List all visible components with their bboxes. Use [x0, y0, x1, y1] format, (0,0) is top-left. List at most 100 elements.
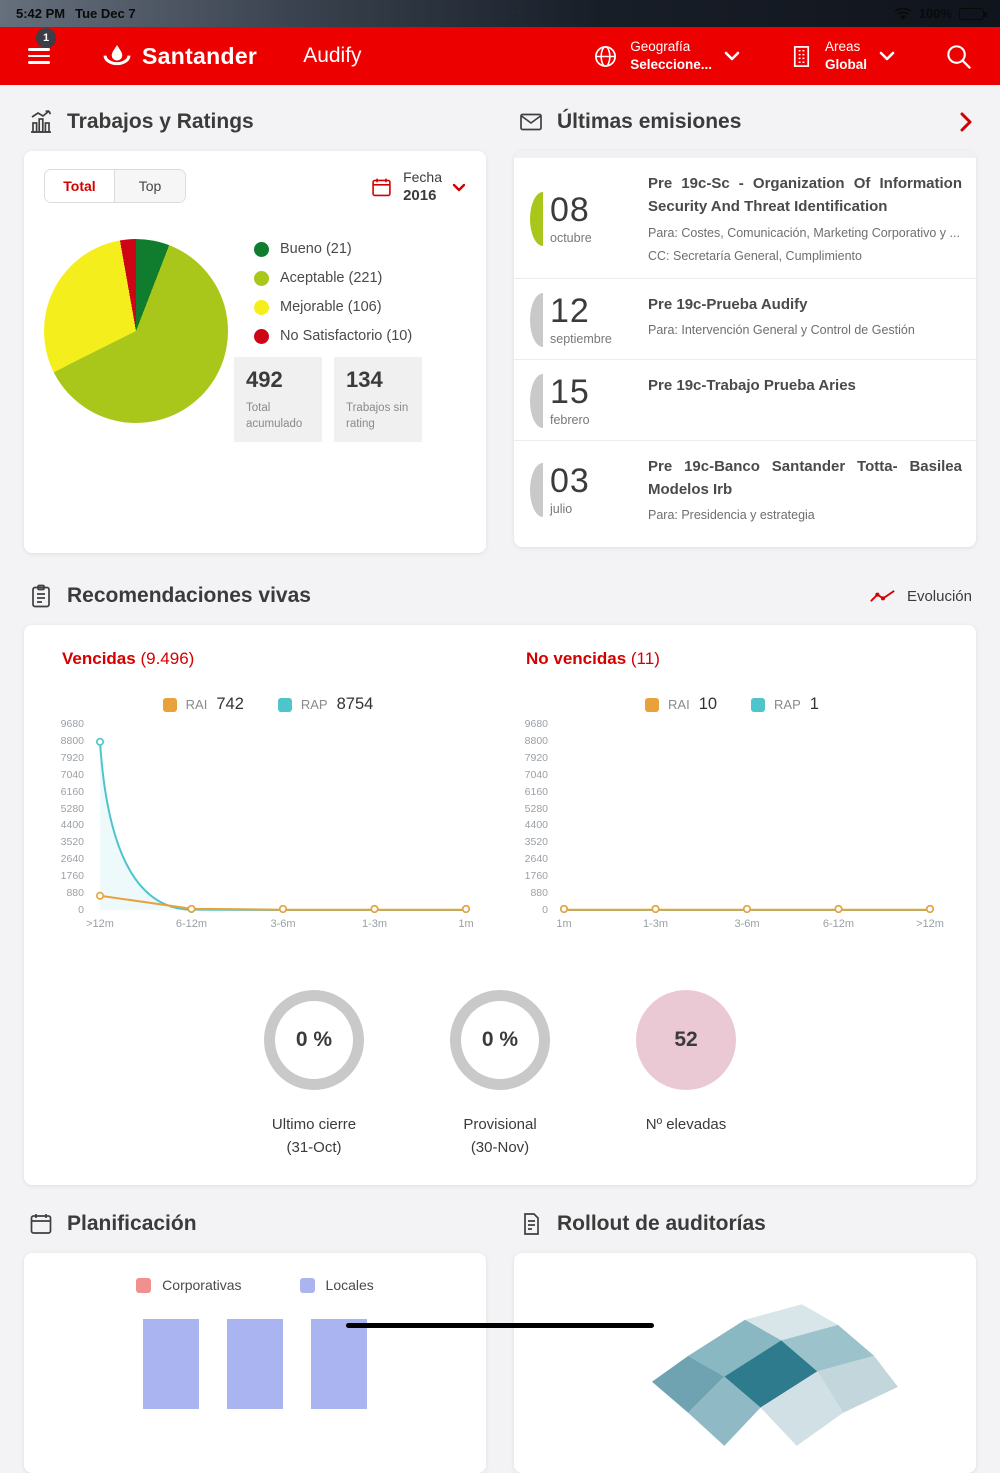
main-content: Trabajos y Ratings Total Top Fecha 201 [0, 85, 1000, 1473]
y-tick-label: 0 [78, 904, 84, 916]
page-title-recomendaciones: Recomendaciones vivas [67, 584, 311, 607]
search-icon[interactable] [945, 43, 972, 70]
kpi-label: Provisional (30-Nov) [463, 1116, 537, 1156]
tab-top[interactable]: Top [115, 170, 185, 202]
home-indicator[interactable] [346, 1323, 654, 1328]
y-tick-label: 4400 [60, 819, 84, 832]
evolucion-label: Evolución [906, 587, 972, 605]
menu-button[interactable]: 1 [28, 28, 56, 68]
emission-month: septiembre [550, 331, 612, 346]
page-title-trabajos: Trabajos y Ratings [67, 110, 254, 133]
vencidas-title: Vencidas (9.496) [62, 649, 195, 668]
stat-label: Total acumulado [246, 402, 303, 431]
emission-para: Para: Costes, Comunicación, Marketing Co… [648, 225, 960, 240]
y-tick-label: 6160 [60, 785, 84, 798]
y-tick-label: 2640 [524, 853, 548, 866]
stat-value: 134 [346, 367, 383, 393]
list-item[interactable]: 03 julio Pre 19c-Banco Santander Totta- B… [514, 441, 976, 537]
y-axis: 9680 8800 7920 7040 6160 5280 4400 3520 2640 1760… [512, 718, 556, 916]
geography-label: Geografía [630, 39, 691, 55]
x-tick-label: 6-12m [822, 918, 855, 930]
total-top-toggle: Total Top [44, 169, 186, 203]
brand-name: Santander [142, 42, 258, 69]
geography-dropdown[interactable]: Geografía Seleccione... [593, 38, 740, 73]
y-tick-label: 1760 [60, 870, 84, 883]
plan-bar [143, 1319, 199, 1409]
battery-percent: 100% [918, 6, 952, 21]
hamburger-icon [28, 48, 50, 64]
x-tick-label: >12m [86, 918, 114, 930]
vencidas-legend: RAI 742 RAP 8754 [48, 695, 488, 714]
y-tick-label: 3520 [524, 836, 548, 849]
corporativas-swatch [136, 1277, 152, 1293]
y-tick-label: 8800 [60, 734, 84, 747]
rap-value: 8754 [336, 695, 374, 713]
areas-dropdown[interactable]: Areas Global [790, 38, 895, 73]
vencidas-line-chart [96, 737, 470, 914]
y-tick-label: 2640 [60, 853, 84, 866]
rap-label: RAP [774, 697, 801, 712]
y-tick-label: 880 [66, 887, 84, 900]
stat-label: Trabajos sin rating [346, 402, 409, 431]
x-tick-label: 1m [458, 918, 474, 930]
plan-bar-chart [44, 1319, 466, 1409]
evolution-chart-icon [869, 588, 897, 605]
ratings-chart-icon [28, 109, 54, 135]
planificacion-card: Corporativas Locales [24, 1253, 486, 1473]
legend-label: Locales [325, 1277, 374, 1293]
y-tick-label: 4400 [524, 819, 548, 832]
legend-label: Aceptable (221) [280, 270, 383, 287]
santander-logo: Santander [100, 43, 257, 70]
x-tick-label: >12m [916, 918, 944, 930]
building-icon [790, 44, 813, 69]
legend-item: Bueno (21) [254, 241, 466, 257]
legend-item: Locales [299, 1277, 374, 1293]
legend-label: Corporativas [162, 1277, 242, 1293]
fecha-value: 2016 [403, 186, 437, 204]
y-tick-label: 6160 [524, 785, 548, 798]
evolucion-link[interactable]: Evolución [869, 588, 972, 605]
x-axis: 1m 1-3m 3-6m 6-12m >12m [556, 910, 944, 934]
rai-value: 10 [698, 695, 718, 713]
kpi-row: 0 % Ultimo cierre (31-Oct) 0 % Provisiona… [48, 990, 952, 1159]
y-tick-label: 5280 [60, 802, 84, 815]
emission-day: 03 [550, 461, 590, 500]
geography-value: Seleccione... [630, 57, 712, 72]
emission-month: julio [550, 501, 573, 516]
legend-dot [254, 241, 269, 257]
emission-month: febrero [550, 412, 590, 427]
y-axis: 9680 8800 7920 7040 6160 5280 4400 3520 2640 1760… [48, 718, 92, 916]
x-axis: >12m 6-12m 3-6m 1-3m 1m [86, 910, 474, 934]
areas-label: Areas [824, 39, 861, 55]
list-item[interactable]: 12 septiembre Pre 19c-Prueba Audify Para:… [514, 279, 976, 360]
fecha-label: Fecha [403, 169, 442, 185]
y-tick-label: 9680 [524, 718, 548, 730]
vencidas-chart-block: Vencidas (9.496) RAI 742 RAP 8754 9680 88… [48, 649, 488, 934]
rai-value: 742 [216, 695, 244, 713]
y-tick-label: 7040 [60, 768, 84, 781]
legend-item: Corporativas [136, 1277, 242, 1293]
clipboard-icon [28, 583, 54, 609]
trabajos-card: Total Top Fecha 2016 [24, 151, 486, 553]
emission-cc: CC: Secretaría General, Cumplimiento [648, 249, 862, 263]
legend-item: Aceptable (221) [254, 270, 466, 286]
list-item[interactable]: 08 octubre Pre 19c-Sc - Organization Of I… [514, 158, 976, 279]
page-title-rollout: Rollout de auditorías [557, 1212, 766, 1235]
stat-value: 492 [246, 367, 283, 393]
status-half-disc [530, 292, 543, 347]
fecha-selector[interactable]: Fecha 2016 [370, 169, 466, 205]
kpi-circle: 0 % [450, 990, 550, 1090]
y-tick-label: 7040 [524, 768, 548, 781]
rap-value: 1 [809, 695, 819, 713]
tab-total[interactable]: Total [45, 170, 115, 202]
rai-label: RAI [185, 697, 208, 712]
rap-swatch [751, 697, 766, 712]
list-item[interactable]: 15 febrero Pre 19c-Trabajo Prueba Aries [514, 360, 976, 441]
y-tick-label: 880 [530, 887, 548, 900]
chevron-right-icon[interactable] [960, 112, 972, 132]
globe-icon [593, 44, 618, 69]
calendar-icon [370, 176, 393, 199]
rollout-card [514, 1253, 976, 1473]
legend-label: Bueno (21) [280, 241, 352, 258]
rai-label: RAI [668, 697, 690, 712]
